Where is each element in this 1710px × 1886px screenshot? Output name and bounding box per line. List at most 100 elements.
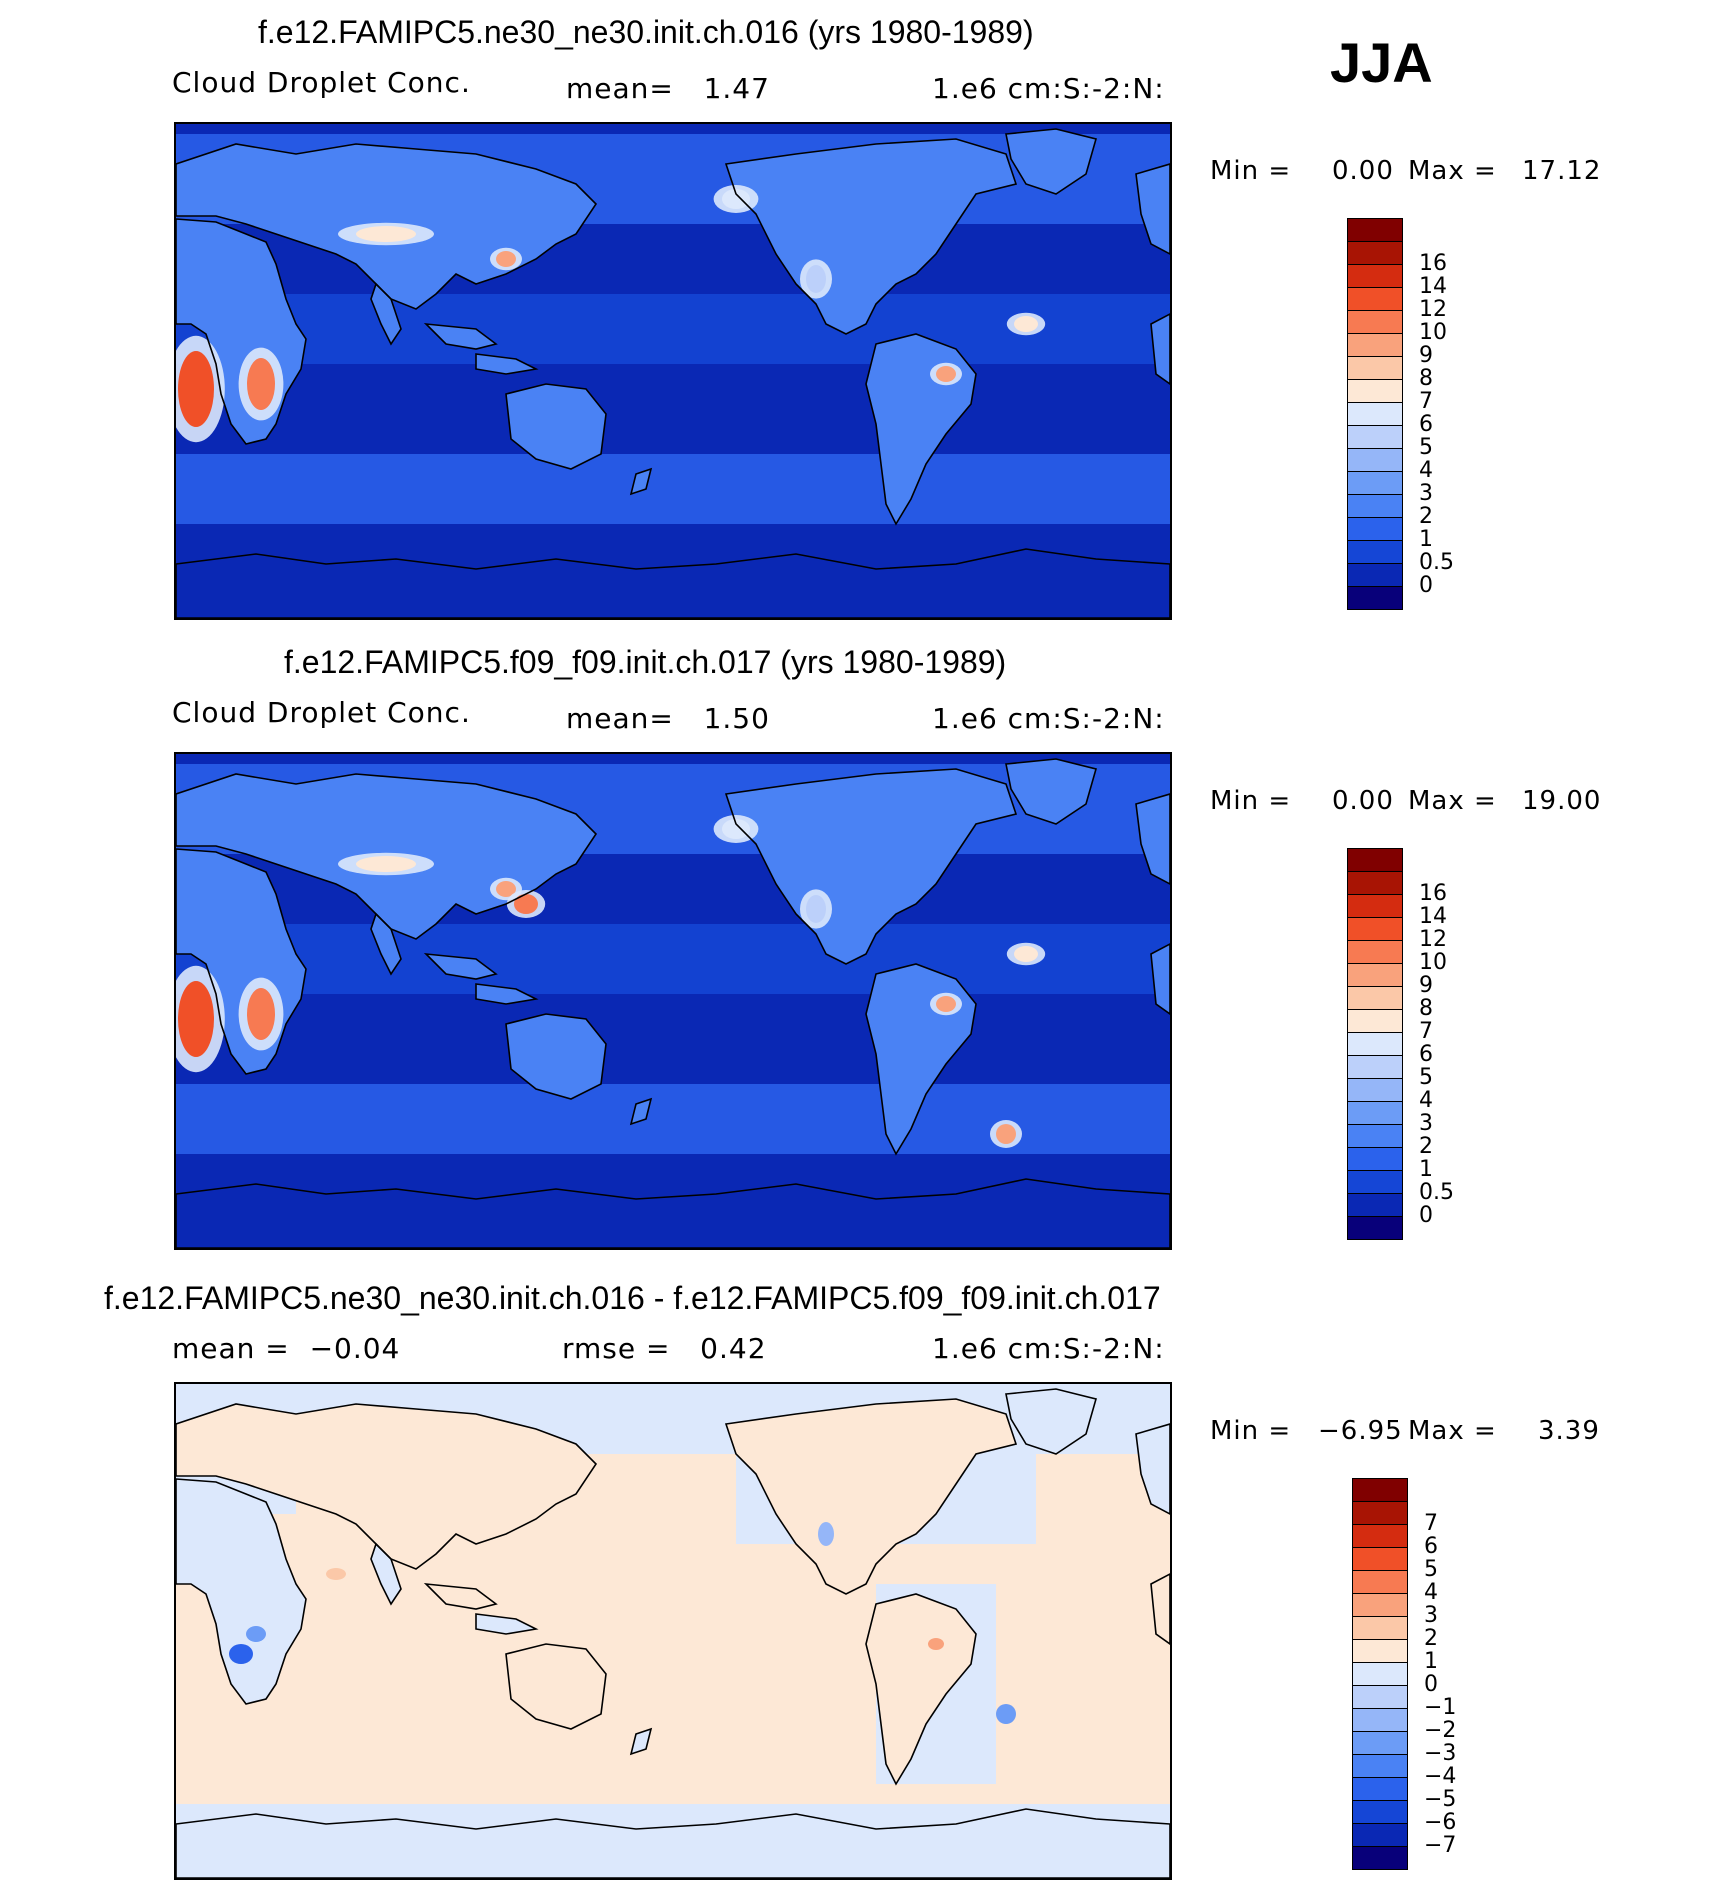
colorbar-tick-label: 7 — [1419, 1019, 1433, 1044]
colorbar-swatch — [1352, 1547, 1408, 1571]
panel-2-title: f.e12.FAMIPC5.f09_f09.init.ch.017 (yrs 1… — [284, 644, 1007, 680]
colorbar-tick-label: 7 — [1419, 389, 1433, 414]
map-field — [176, 124, 1170, 618]
colorbar-swatch — [1352, 1800, 1408, 1824]
colorbar-swatch — [1352, 1846, 1408, 1870]
colorbar-tick-label: 2 — [1419, 504, 1433, 529]
colorbar-tick-label: 14 — [1419, 274, 1447, 299]
colorbar-tick-label: −1 — [1424, 1695, 1457, 1720]
colorbar-tick-label: 6 — [1419, 412, 1433, 437]
colorbar-tick-label: 2 — [1424, 1626, 1438, 1651]
colorbar-tick-label: 4 — [1419, 458, 1433, 483]
colorbar-swatch — [1347, 1009, 1403, 1033]
panel-1-colorbar: 0 0.5 1 2 3 4 5 6 7 8 9 10 12 14 16 — [1347, 218, 1454, 610]
colorbar-swatch — [1347, 1216, 1403, 1240]
panel-1-variable-label: Cloud Droplet Conc. — [172, 66, 471, 99]
colorbar-tick-label: 0 — [1419, 573, 1433, 598]
colorbar-tick-label: 5 — [1424, 1557, 1438, 1582]
panel-3-units-label: 1.e6 cm:S:-2:N: — [932, 1332, 1165, 1365]
colorbar-tick-label: 10 — [1419, 950, 1447, 975]
panel-1-units-label: 1.e6 cm:S:-2:N: — [932, 72, 1165, 105]
colorbar-tick-label: 3 — [1419, 481, 1433, 506]
colorbar-tick-label: 9 — [1419, 973, 1433, 998]
colorbar-swatch — [1352, 1708, 1408, 1732]
colorbar-swatch — [1352, 1593, 1408, 1617]
colorbar-swatch — [1352, 1639, 1408, 1663]
colorbar-swatch — [1352, 1823, 1408, 1847]
colorbar-swatch — [1347, 494, 1403, 518]
colorbar-swatch — [1347, 356, 1403, 380]
colorbar-swatch — [1347, 940, 1403, 964]
colorbar-swatch — [1347, 264, 1403, 288]
colorbar-swatch — [1347, 871, 1403, 895]
colorbar-tick-label: 0 — [1419, 1203, 1433, 1228]
panel-1-max-label: Max = — [1408, 156, 1497, 186]
panel-1-mean-label: mean= 1.47 — [566, 72, 770, 105]
colorbar-swatch — [1347, 241, 1403, 265]
panel-3-map — [174, 1382, 1172, 1880]
colorbar-swatch — [1347, 310, 1403, 334]
panel-1-title: f.e12.FAMIPC5.ne30_ne30.init.ch.016 (yrs… — [258, 14, 1034, 50]
panel-2-units-label: 1.e6 cm:S:-2:N: — [932, 702, 1165, 735]
panel-1-max-value: 17.12 — [1522, 156, 1602, 186]
colorbar-swatch — [1347, 848, 1403, 872]
colorbar-swatch — [1352, 1754, 1408, 1778]
colorbar-swatch — [1352, 1731, 1408, 1755]
colorbar-swatch — [1352, 1501, 1408, 1525]
colorbar-tick-label: 1 — [1424, 1649, 1438, 1674]
colorbar-swatch — [1347, 379, 1403, 403]
colorbar-tick-label: 8 — [1419, 366, 1433, 391]
panel-2-variable-label: Cloud Droplet Conc. — [172, 696, 471, 729]
colorbar-tick-label: 0 — [1424, 1672, 1438, 1697]
colorbar-tick-label: 0.5 — [1419, 1180, 1454, 1205]
colorbar-tick-label: 5 — [1419, 1065, 1433, 1090]
colorbar-tick-label: 4 — [1419, 1088, 1433, 1113]
colorbar-tick-label: 0.5 — [1419, 550, 1454, 575]
panel-2-max-value: 19.00 — [1522, 786, 1602, 816]
colorbar-swatch — [1347, 1032, 1403, 1056]
map-field — [176, 754, 1170, 1248]
colorbar-swatch — [1347, 563, 1403, 587]
panel-3-title: f.e12.FAMIPC5.ne30_ne30.init.ch.016 - f.… — [104, 1280, 1161, 1316]
colorbar-swatch — [1347, 1147, 1403, 1171]
colorbar-tick-label: 1 — [1419, 1157, 1433, 1182]
panel-3-mean-label: mean = −0.04 — [172, 1332, 401, 1365]
colorbar-tick-label: 10 — [1419, 320, 1447, 345]
panel-3-min-label: Min = — [1210, 1416, 1292, 1446]
colorbar-tick-label: −6 — [1424, 1810, 1457, 1835]
colorbar-swatch — [1347, 1101, 1403, 1125]
panel-3-max-label: Max = — [1408, 1416, 1497, 1446]
panel-2-min-value: 0.00 — [1332, 786, 1394, 816]
colorbar-tick-label: 16 — [1419, 881, 1447, 906]
colorbar-swatch — [1347, 963, 1403, 987]
colorbar-tick-label: 7 — [1424, 1511, 1438, 1536]
colorbar-swatch — [1352, 1478, 1408, 1502]
colorbar-swatch — [1347, 448, 1403, 472]
panel-2-colorbar: 0 0.5 1 2 3 4 5 6 7 8 9 10 12 14 16 — [1347, 848, 1454, 1240]
colorbar-tick-label: 9 — [1419, 343, 1433, 368]
colorbar-tick-label: 16 — [1419, 251, 1447, 276]
colorbar-tick-label: 8 — [1419, 996, 1433, 1021]
panel-1-map — [174, 122, 1172, 620]
colorbar-tick-label: −2 — [1424, 1718, 1457, 1743]
colorbar-tick-label: 3 — [1424, 1603, 1438, 1628]
colorbar-swatch — [1347, 1124, 1403, 1148]
colorbar-swatch — [1352, 1524, 1408, 1548]
colorbar-tick-label: 5 — [1419, 435, 1433, 460]
colorbar-tick-label: 2 — [1419, 1134, 1433, 1159]
colorbar-swatch — [1347, 402, 1403, 426]
season-label: JJA — [1330, 31, 1433, 94]
colorbar-swatch — [1352, 1662, 1408, 1686]
colorbar-swatch — [1347, 986, 1403, 1010]
colorbar-swatch — [1347, 218, 1403, 242]
panel-3-min-value: −6.95 — [1318, 1416, 1403, 1446]
colorbar-tick-label: 4 — [1424, 1580, 1438, 1605]
panel-2-map — [174, 752, 1172, 1250]
map-field — [176, 1384, 1170, 1878]
colorbar-swatch — [1347, 1055, 1403, 1079]
colorbar-swatch — [1347, 894, 1403, 918]
colorbar-tick-label: 12 — [1419, 927, 1447, 952]
colorbar-swatch — [1347, 1170, 1403, 1194]
panel-3-rmse-label: rmse = 0.42 — [562, 1332, 767, 1365]
colorbar-swatch — [1347, 1193, 1403, 1217]
